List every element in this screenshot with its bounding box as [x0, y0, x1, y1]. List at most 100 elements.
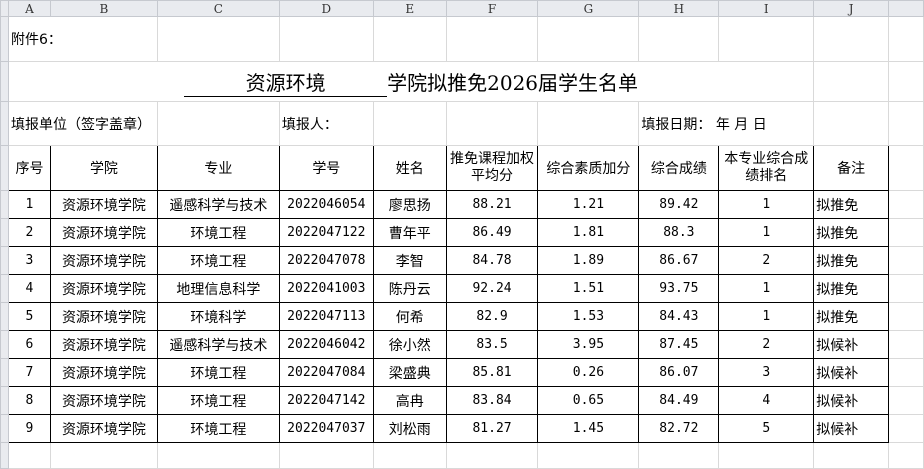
- cell[interactable]: [888, 358, 924, 387]
- table-cell[interactable]: 4: [7, 274, 51, 303]
- table-cell[interactable]: 2022047084: [278, 358, 374, 387]
- reporter-label[interactable]: 填报人：: [278, 101, 374, 146]
- cell[interactable]: [813, 442, 890, 469]
- table-cell[interactable]: 地理信息科学: [156, 274, 280, 303]
- row-header[interactable]: [0, 218, 9, 247]
- cell[interactable]: [718, 16, 815, 62]
- cell[interactable]: [813, 16, 890, 62]
- table-cell[interactable]: 资源环境学院: [49, 358, 158, 387]
- table-cell[interactable]: 拟推免: [813, 274, 890, 303]
- table-cell[interactable]: 拟推免: [813, 246, 890, 275]
- table-cell[interactable]: 9: [7, 414, 51, 443]
- table-cell[interactable]: 环境工程: [156, 246, 280, 275]
- table-header-cell[interactable]: 本专业综合成绩排名: [718, 145, 815, 191]
- table-header-cell[interactable]: 序号: [7, 145, 51, 191]
- cell[interactable]: [156, 16, 280, 62]
- table-cell[interactable]: 拟推免: [813, 190, 890, 219]
- cell[interactable]: [638, 442, 720, 469]
- table-cell[interactable]: 资源环境学院: [49, 386, 158, 415]
- row-header[interactable]: [0, 190, 9, 219]
- table-cell[interactable]: 1.51: [537, 274, 640, 303]
- cell[interactable]: [888, 101, 924, 146]
- cell[interactable]: [156, 442, 280, 469]
- row-header[interactable]: [0, 358, 9, 387]
- cell[interactable]: [156, 101, 280, 146]
- table-cell[interactable]: 资源环境学院: [49, 302, 158, 331]
- table-cell[interactable]: 84.49: [638, 386, 720, 415]
- cell[interactable]: [372, 16, 447, 62]
- table-cell[interactable]: 2: [718, 246, 815, 275]
- table-cell[interactable]: 环境工程: [156, 358, 280, 387]
- table-cell[interactable]: 86.07: [638, 358, 720, 387]
- table-cell[interactable]: 88.3: [638, 218, 720, 247]
- table-cell[interactable]: 资源环境学院: [49, 330, 158, 359]
- column-header-J[interactable]: J: [813, 0, 890, 17]
- table-cell[interactable]: 环境工程: [156, 386, 280, 415]
- cell[interactable]: [372, 101, 447, 146]
- table-cell[interactable]: 廖思扬: [372, 190, 447, 219]
- table-cell[interactable]: 85.81: [445, 358, 539, 387]
- table-header-cell[interactable]: 学院: [49, 145, 158, 191]
- table-cell[interactable]: 1: [718, 274, 815, 303]
- cell[interactable]: [813, 101, 890, 146]
- table-cell[interactable]: 2022047078: [278, 246, 374, 275]
- cell[interactable]: [537, 16, 640, 62]
- column-header-H[interactable]: H: [638, 0, 720, 17]
- table-cell[interactable]: 拟候补: [813, 414, 890, 443]
- table-cell[interactable]: 84.43: [638, 302, 720, 331]
- table-header-cell[interactable]: 专业: [156, 145, 280, 191]
- table-cell[interactable]: 82.72: [638, 414, 720, 443]
- row-header[interactable]: [0, 274, 9, 303]
- table-cell[interactable]: 1: [718, 190, 815, 219]
- cell[interactable]: [888, 16, 924, 62]
- table-cell[interactable]: 资源环境学院: [49, 190, 158, 219]
- table-cell[interactable]: 2022041003: [278, 274, 374, 303]
- column-header-F[interactable]: F: [445, 0, 539, 17]
- cell[interactable]: [278, 442, 374, 469]
- cell[interactable]: [888, 302, 924, 331]
- table-header-cell[interactable]: 备注: [813, 145, 890, 191]
- table-cell[interactable]: 1: [718, 302, 815, 331]
- cell[interactable]: [888, 414, 924, 443]
- table-cell[interactable]: 资源环境学院: [49, 246, 158, 275]
- cell[interactable]: [278, 16, 374, 62]
- row-header[interactable]: [0, 101, 9, 146]
- table-cell[interactable]: 3: [718, 358, 815, 387]
- table-cell[interactable]: 88.21: [445, 190, 539, 219]
- table-cell[interactable]: 0.65: [537, 386, 640, 415]
- cell[interactable]: [445, 101, 539, 146]
- cell[interactable]: [888, 61, 924, 102]
- cell[interactable]: [49, 442, 158, 469]
- table-cell[interactable]: 拟推免: [813, 302, 890, 331]
- table-header-cell[interactable]: 综合素质加分: [537, 145, 640, 191]
- table-cell[interactable]: 曹年平: [372, 218, 447, 247]
- cell[interactable]: [537, 442, 640, 469]
- page-title[interactable]: 资源环境 学院拟推免2026届学生名单: [7, 61, 815, 102]
- row-header[interactable]: [0, 145, 9, 191]
- table-cell[interactable]: 82.9: [445, 302, 539, 331]
- cell[interactable]: [537, 101, 640, 146]
- table-cell[interactable]: 李智: [372, 246, 447, 275]
- table-cell[interactable]: 徐小然: [372, 330, 447, 359]
- row-header[interactable]: [0, 302, 9, 331]
- table-cell[interactable]: 遥感科学与技术: [156, 190, 280, 219]
- table-header-cell[interactable]: 推免课程加权平均分: [445, 145, 539, 191]
- table-cell[interactable]: 刘松雨: [372, 414, 447, 443]
- table-cell[interactable]: 资源环境学院: [49, 274, 158, 303]
- table-cell[interactable]: 2: [718, 330, 815, 359]
- cell[interactable]: [888, 274, 924, 303]
- column-header-K[interactable]: [888, 0, 924, 17]
- table-cell[interactable]: 89.42: [638, 190, 720, 219]
- table-header-cell[interactable]: 学号: [278, 145, 374, 191]
- table-cell[interactable]: 环境科学: [156, 302, 280, 331]
- table-cell[interactable]: 5: [7, 302, 51, 331]
- cell[interactable]: [888, 145, 924, 191]
- cell[interactable]: [445, 442, 539, 469]
- table-cell[interactable]: 1: [718, 218, 815, 247]
- column-header-D[interactable]: D: [278, 0, 374, 17]
- date-label[interactable]: 填报日期： 年 月 日: [638, 101, 815, 146]
- table-cell[interactable]: 2022046054: [278, 190, 374, 219]
- table-cell[interactable]: 93.75: [638, 274, 720, 303]
- table-cell[interactable]: 87.45: [638, 330, 720, 359]
- cell[interactable]: [7, 442, 51, 469]
